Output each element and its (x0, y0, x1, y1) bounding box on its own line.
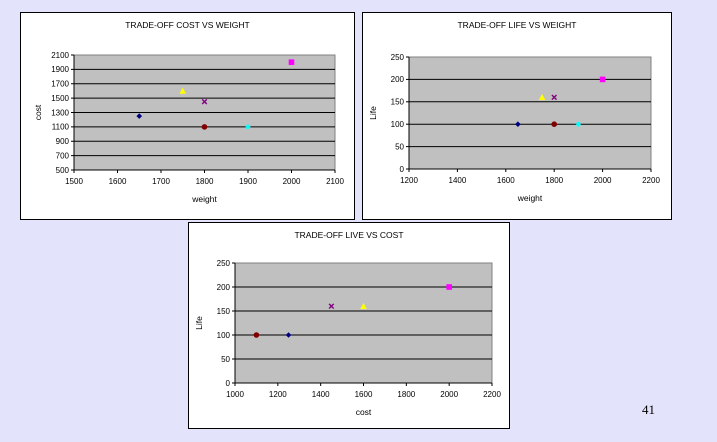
data-point-maroon (551, 121, 557, 127)
data-point-magenta (599, 76, 606, 83)
y-tick-label: 250 (391, 53, 405, 62)
x-tick-label: 2200 (483, 390, 501, 399)
data-point-magenta (288, 59, 295, 65)
data-point-maroon (253, 332, 260, 338)
x-tick-label: 2000 (283, 177, 301, 186)
y-tick-label: 1100 (52, 123, 70, 132)
chart-life-vs-weight-panel: TRADE-OFF LIFE VS WEIGHT 0 50 100 150 200 250 1… (362, 12, 672, 220)
x-tick-label: 2000 (594, 176, 612, 185)
y-tick-label: 50 (221, 355, 230, 364)
data-point-cyan (575, 121, 581, 127)
y-tick-label: 1500 (51, 94, 69, 103)
y-tick-label: 250 (217, 259, 231, 268)
y-axis-title: cost (33, 104, 43, 120)
x-tick-label: 1600 (355, 390, 373, 399)
x-tick-label: 1200 (400, 176, 418, 185)
x-tick-label: 1500 (65, 177, 83, 186)
y-tick-label: 500 (56, 166, 70, 175)
plot-area (234, 262, 493, 384)
chart-title: TRADE-OFF LIFE VS WEIGHT (457, 20, 576, 30)
x-axis-title: weight (517, 193, 543, 203)
chart-title: TRADE-OFF LIVE VS COST (294, 230, 403, 240)
x-tick-label: 2100 (326, 177, 344, 186)
chart-cost-vs-weight: TRADE-OFF COST VS WEIGHT 500 700 900 1100 130… (33, 20, 344, 204)
data-point-maroon (201, 124, 208, 130)
data-point-yellow (360, 302, 367, 309)
data-point-cyan (245, 124, 251, 130)
data-point-purple (551, 94, 557, 101)
x-tick-label: 1800 (196, 177, 214, 186)
y-tick-label: 1700 (51, 80, 69, 89)
plot-area (408, 56, 652, 170)
chart-life-vs-cost: TRADE-OFF LIVE VS COST 0 50 100 150 200 250 100… (194, 230, 501, 417)
x-tick-label: 2000 (440, 390, 458, 399)
y-axis-title: Life (368, 106, 378, 120)
x-tick-label: 1000 (226, 390, 244, 399)
data-point-yellow (538, 94, 546, 101)
x-tick-label: 1900 (239, 177, 257, 186)
data-point-yellow (179, 87, 187, 94)
x-axis-title: cost (356, 407, 372, 417)
y-tick-label: 0 (226, 379, 231, 388)
data-point-purple (328, 303, 335, 309)
y-tick-label: 150 (391, 98, 405, 107)
x-tick-label: 1700 (152, 177, 170, 186)
y-tick-label: 200 (391, 75, 405, 84)
chart-life-vs-cost-panel: TRADE-OFF LIVE VS COST 0 50 100 150 200 250 100… (188, 222, 510, 429)
y-tick-label: 2100 (51, 51, 69, 60)
data-point-magenta (446, 284, 452, 290)
x-tick-label: 2200 (642, 176, 660, 185)
y-axis-title: Life (194, 316, 204, 330)
data-point-navy (515, 121, 521, 127)
data-point-navy (136, 113, 143, 119)
y-tick-label: 900 (56, 137, 70, 146)
y-tick-label: 200 (217, 283, 231, 292)
y-tick-label: 1900 (51, 65, 69, 74)
chart-cost-vs-weight-panel: TRADE-OFF COST VS WEIGHT 500 700 900 1100 130… (20, 12, 355, 220)
y-tick-label: 50 (395, 142, 404, 151)
y-tick-label: 1300 (51, 108, 69, 117)
x-tick-label: 1800 (397, 390, 415, 399)
chart-title: TRADE-OFF COST VS WEIGHT (125, 20, 250, 30)
x-tick-label: 1400 (312, 390, 330, 399)
x-axis-title: weight (191, 194, 217, 204)
y-tick-label: 150 (217, 307, 231, 316)
data-point-purple (201, 98, 208, 105)
page-number: 41 (642, 402, 655, 417)
y-tick-label: 100 (391, 120, 405, 129)
y-tick-label: 100 (217, 331, 231, 340)
x-tick-label: 1600 (109, 177, 127, 186)
x-tick-label: 1200 (269, 390, 287, 399)
y-tick-label: 0 (400, 165, 405, 174)
chart-life-vs-weight: TRADE-OFF LIFE VS WEIGHT 0 50 100 150 200 250 1… (368, 20, 660, 203)
x-tick-label: 1400 (449, 176, 467, 185)
x-tick-label: 1600 (497, 176, 515, 185)
x-tick-label: 1800 (545, 176, 563, 185)
y-tick-label: 700 (56, 151, 70, 160)
